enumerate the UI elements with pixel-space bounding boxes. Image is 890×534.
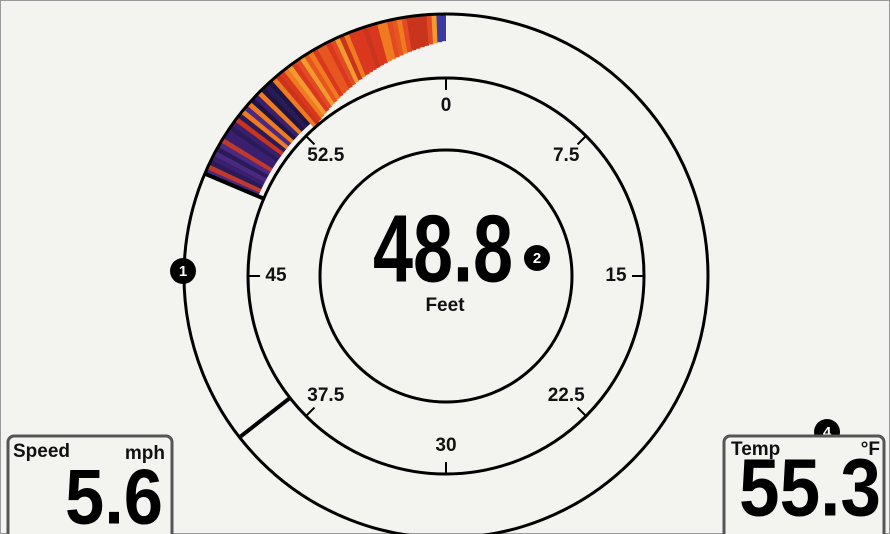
band-segment — [381, 20, 396, 60]
temp-value: 55.3 — [739, 443, 881, 534]
dial-scale: 0 7.5 15 22.5 30 37.5 45 52.5 — [248, 78, 644, 474]
band-segment — [343, 32, 367, 78]
band-segment — [348, 30, 370, 76]
callout: 2 — [524, 245, 550, 271]
band-segment — [226, 129, 278, 166]
band-segment — [271, 76, 318, 128]
band-segment — [307, 50, 341, 100]
zone-line — [238, 396, 292, 439]
band-segment — [291, 61, 330, 113]
band-segment — [240, 108, 289, 150]
speed-box: Speed mph 5.6 — [6, 434, 174, 534]
band-segment — [441, 14, 446, 42]
band-segment — [218, 141, 271, 176]
band-segment — [362, 25, 381, 69]
temp-label: Temp — [731, 439, 780, 460]
band-segment — [231, 120, 282, 159]
band-segment — [215, 146, 269, 179]
band-segment — [372, 23, 389, 64]
band-segment — [275, 73, 320, 125]
band-segment — [283, 67, 325, 119]
band-segment — [411, 15, 421, 50]
dial-label: 45 — [265, 265, 287, 286]
band-segment — [260, 86, 305, 132]
dial-label: 37.5 — [307, 385, 344, 406]
band-segment — [386, 19, 400, 58]
dial-label: 22.5 — [548, 385, 585, 406]
band-segment — [237, 112, 287, 153]
dial-tick — [576, 406, 587, 417]
callout-number: 2 — [533, 250, 541, 267]
band-segment — [339, 34, 363, 81]
dial-label: 52.5 — [307, 145, 344, 166]
band-segment — [247, 101, 294, 144]
band-segment — [267, 80, 311, 127]
dial-tick — [576, 135, 587, 146]
band-segment — [320, 43, 350, 92]
band-segment — [206, 164, 262, 193]
speed-unit: mph — [125, 443, 165, 464]
band-segment — [303, 53, 338, 103]
band-segment — [334, 36, 360, 84]
band-segment — [299, 55, 335, 106]
band-segment — [220, 137, 273, 172]
depth-unit: Feet — [425, 295, 465, 316]
band-segment — [431, 14, 438, 44]
speed-value: 5.6 — [65, 453, 163, 534]
band-segment — [208, 159, 264, 190]
band-segment — [213, 150, 267, 183]
band-segment — [391, 18, 404, 56]
speed-label: Speed — [13, 441, 70, 462]
band-segment — [253, 93, 300, 138]
callout-number: 1 — [179, 263, 187, 280]
band-segment — [264, 83, 308, 130]
inner-ring — [318, 148, 574, 404]
band-segment — [287, 64, 327, 116]
band-segment — [416, 15, 425, 48]
band-segment — [396, 17, 408, 55]
band-segment — [325, 40, 353, 89]
band-segment — [295, 58, 333, 109]
band-segment — [228, 124, 280, 162]
band-segment — [426, 14, 434, 45]
band-segment — [367, 24, 385, 67]
dial-tick — [305, 135, 316, 146]
band-segment — [357, 27, 377, 71]
band-segment — [401, 16, 413, 53]
band-segment — [312, 47, 344, 98]
band-segment — [329, 38, 357, 86]
band-segment — [243, 105, 292, 147]
band-segment — [250, 97, 297, 141]
band-segment — [352, 29, 374, 74]
band-segment — [211, 155, 266, 186]
temp-box: Temp °F 55.3 — [722, 434, 886, 534]
band-segment — [406, 16, 417, 51]
band-segment — [223, 133, 275, 169]
band-segment — [234, 116, 284, 156]
callout: 1 — [170, 258, 196, 284]
dial-label: 15 — [605, 265, 627, 286]
band-segment — [316, 45, 347, 95]
zone-line — [204, 171, 265, 201]
callout-number: 4 — [823, 424, 832, 441]
flasher-band — [204, 14, 446, 439]
band-segment — [279, 70, 322, 122]
band-segment — [436, 14, 443, 43]
dial-label: 0 — [441, 95, 452, 116]
depth-value: 48.8 — [373, 195, 513, 302]
dial-tick — [305, 406, 316, 417]
band-segment — [257, 90, 303, 135]
band-segment — [376, 21, 392, 62]
dial-label: 30 — [435, 435, 456, 456]
dial-label: 7.5 — [553, 145, 580, 166]
temp-unit: °F — [861, 439, 880, 460]
